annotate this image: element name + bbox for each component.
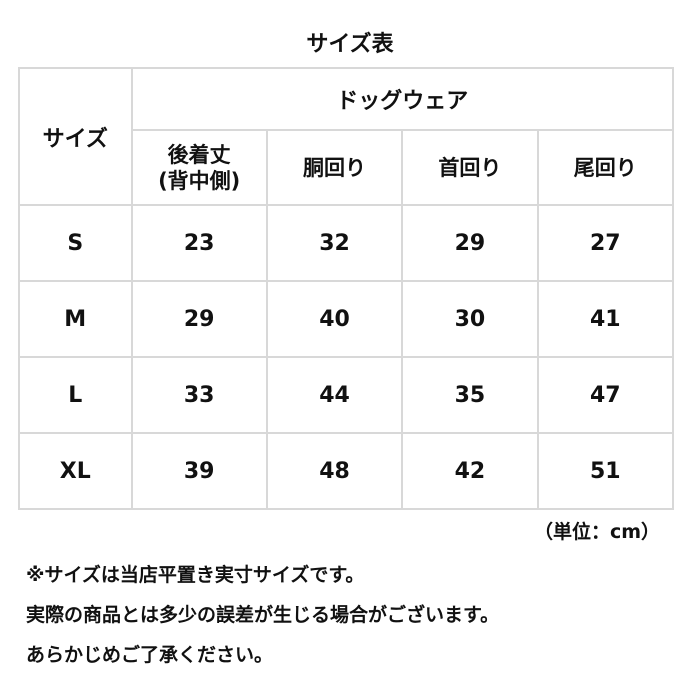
size-cell: XL	[18, 432, 133, 510]
column-header-line: (背中側)	[158, 168, 241, 193]
size-cell: S	[18, 204, 133, 282]
value-cell: 47	[536, 356, 675, 434]
note-line: 実際の商品とは多少の誤差が生じる場合がございます。	[26, 604, 500, 626]
value-cell: 41	[536, 280, 675, 358]
column-header-length: 後着丈 (背中側)	[130, 129, 268, 206]
table-row: XL 39 48 42 51	[18, 432, 675, 510]
value-cell: 23	[130, 204, 268, 282]
value-cell: 30	[401, 280, 539, 358]
value-cell: 39	[130, 432, 268, 510]
value-cell: 29	[130, 280, 268, 358]
value-cell: 42	[401, 432, 539, 510]
column-header-neck: 首回り	[401, 129, 539, 206]
note-line: あらかじめご了承ください。	[26, 644, 274, 666]
column-header-chest: 胴回り	[265, 129, 404, 206]
value-cell: 27	[536, 204, 675, 282]
value-cell: 48	[265, 432, 404, 510]
value-cell: 35	[401, 356, 539, 434]
unit-label: （単位：cm）	[533, 521, 660, 543]
value-cell: 32	[265, 204, 404, 282]
column-header-tail: 尾回り	[536, 129, 675, 206]
column-header-line: 後着丈	[167, 142, 231, 167]
value-cell: 40	[265, 280, 404, 358]
table-row: L 33 44 35 47	[18, 356, 675, 434]
value-cell: 51	[536, 432, 675, 510]
value-cell: 44	[265, 356, 404, 434]
value-cell: 29	[401, 204, 539, 282]
page-title: サイズ表	[306, 32, 394, 57]
table-row: S 23 32 29 27	[18, 204, 675, 282]
note-line: ※サイズは当店平置き実寸サイズです。	[26, 564, 365, 586]
size-cell: M	[18, 280, 133, 358]
size-cell: L	[18, 356, 133, 434]
value-cell: 33	[130, 356, 268, 434]
group-header: ドッグウェア	[130, 67, 674, 131]
size-table: サイズ ドッグウェア 後着丈 (背中側) 胴回り 首回り 尾回り S 23 32 …	[18, 67, 675, 510]
size-header: サイズ	[18, 67, 133, 206]
table-row: M 29 40 30 41	[18, 280, 675, 358]
